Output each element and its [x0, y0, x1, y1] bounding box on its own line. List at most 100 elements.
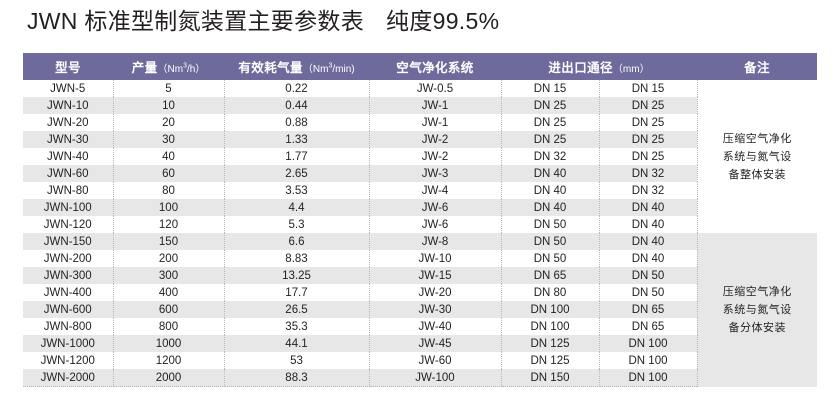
column-header-gas: 有效耗气量（Nm3/min) [224, 53, 369, 80]
cell-inlet-diameter: DN 65 [501, 267, 600, 284]
remark-line: 系统与氮气设 [722, 303, 792, 316]
cell-remark: 压缩空气净化 系统与氮气设 备整体安装 [696, 80, 817, 233]
cell-outlet-diameter: DN 32 [599, 165, 698, 182]
page-title-main: JWN 标准型制氮装置主要参数表 [27, 8, 365, 34]
cell-capacity: 20 [113, 114, 225, 131]
table-row: JWN-30 30 1.33 JW-2 DN 25 DN 25 [23, 131, 817, 148]
cell-air-system: JW-60 [369, 352, 502, 369]
cell-outlet-diameter: DN 25 [599, 131, 698, 148]
column-header-remark-label: 备注 [744, 61, 770, 75]
cell-model: JWN-300 [23, 267, 114, 284]
cell-air-system: JW-3 [369, 165, 502, 182]
cell-inlet-diameter: DN 50 [501, 233, 600, 250]
cell-inlet-diameter: DN 32 [501, 148, 600, 165]
cell-air-system: JW-6 [369, 199, 502, 216]
cell-outlet-diameter: DN 65 [599, 318, 698, 335]
cell-outlet-diameter: DN 40 [599, 216, 698, 233]
table-row: JWN-60 60 2.65 JW-3 DN 40 DN 32 [23, 165, 817, 182]
cell-outlet-diameter: DN 100 [599, 335, 698, 352]
column-header-ports-unit: （mm） [612, 64, 650, 75]
table-row: JWN-120 120 5.3 JW-6 DN 50 DN 40 [23, 216, 817, 233]
cell-outlet-diameter: DN 25 [599, 148, 698, 165]
cell-air-system: JW-10 [369, 250, 502, 267]
table-row: JWN-600 600 26.5 JW-30 DN 100 DN 65 [23, 301, 817, 318]
cell-model: JWN-200 [23, 250, 114, 267]
table-row: JWN-20 20 0.88 JW-1 DN 25 DN 25 [23, 114, 817, 131]
column-header-ports: 进出口通径（mm） [501, 53, 697, 80]
table-row: JWN-100 100 4.4 JW-6 DN 40 DN 40 [23, 199, 817, 216]
remark-line: 备整体安装 [728, 168, 786, 181]
cap-unit-sup: 3 [183, 62, 187, 70]
cell-inlet-diameter: DN 100 [501, 318, 600, 335]
cell-outlet-diameter: DN 32 [599, 182, 698, 199]
cell-inlet-diameter: DN 15 [501, 80, 600, 97]
cell-gas-consumption: 6.6 [224, 233, 370, 250]
column-header-remark: 备注 [697, 53, 817, 80]
cell-air-system: JW-30 [369, 301, 502, 318]
cell-model: JWN-120 [23, 216, 114, 233]
gas-unit-sup: 3 [328, 62, 333, 70]
cell-capacity: 40 [113, 148, 225, 165]
cell-inlet-diameter: DN 100 [501, 301, 600, 318]
cell-air-system: JW-40 [369, 318, 502, 335]
cell-capacity: 200 [113, 250, 225, 267]
remark-line: 压缩空气净化 [722, 132, 792, 145]
cell-capacity: 1000 [113, 335, 225, 352]
cell-air-system: JW-6 [369, 216, 502, 233]
cell-air-system: JW-4 [369, 182, 502, 199]
column-header-capacity-unit: （Nm3/h） [158, 62, 206, 75]
cell-outlet-diameter: DN 65 [599, 301, 698, 318]
cell-gas-consumption: 35.3 [224, 318, 370, 335]
table-row: JWN-1200 1200 53 JW-60 DN 125 DN 100 [23, 352, 817, 369]
cell-model: JWN-2000 [23, 369, 114, 387]
cell-capacity: 1200 [113, 352, 225, 369]
remark-line: 备分体安装 [728, 321, 786, 334]
remark-line: 系统与氮气设 [722, 150, 792, 163]
cell-capacity: 300 [113, 267, 225, 284]
page-title-purity: 纯度99.5% [386, 8, 500, 34]
cell-capacity: 100 [113, 199, 225, 216]
cell-gas-consumption: 26.5 [224, 301, 370, 318]
cell-capacity: 150 [113, 233, 225, 250]
cell-outlet-diameter: DN 100 [599, 369, 698, 387]
cell-capacity: 600 [113, 301, 225, 318]
cell-model: JWN-40 [23, 148, 114, 165]
cell-model: JWN-10 [23, 97, 114, 114]
cell-air-system: JW-2 [369, 131, 502, 148]
cell-air-system: JW-8 [369, 233, 502, 250]
cell-gas-consumption: 17.7 [224, 284, 370, 301]
cell-capacity: 30 [113, 131, 225, 148]
table-row: JWN-200 200 8.83 JW-10 DN 50 DN 40 [23, 250, 817, 267]
cell-remark: 压缩空气净化 系统与氮气设 备分体安装 [696, 233, 817, 387]
table-row: JWN-80 80 3.53 JW-4 DN 40 DN 32 [23, 182, 817, 199]
cell-inlet-diameter: DN 150 [501, 369, 600, 387]
cell-air-system: JW-15 [369, 267, 502, 284]
column-header-air-system-label: 空气净化系统 [396, 61, 474, 75]
remark-line: 压缩空气净化 [722, 285, 792, 298]
cell-model: JWN-100 [23, 199, 114, 216]
column-header-capacity: 产量（Nm3/h） [113, 53, 224, 80]
cell-model: JWN-600 [23, 301, 114, 318]
cell-gas-consumption: 53 [224, 352, 370, 369]
table-row: JWN-10 10 0.44 JW-1 DN 25 DN 25 [23, 97, 817, 114]
cell-model: JWN-30 [23, 131, 114, 148]
cell-outlet-diameter: DN 50 [599, 267, 698, 284]
cell-gas-consumption: 13.25 [224, 267, 370, 284]
cell-inlet-diameter: DN 25 [501, 114, 600, 131]
cell-inlet-diameter: DN 125 [501, 352, 600, 369]
table-row: JWN-5 5 0.22 JW-0.5 DN 15 DN 15 压缩空气净化 系统与氮气设 备整… [23, 80, 817, 233]
table-row: JWN-1000 1000 44.1 JW-45 DN 125 DN 100 [23, 335, 817, 352]
cell-gas-consumption: 4.4 [224, 199, 370, 216]
cell-outlet-diameter: DN 40 [599, 250, 698, 267]
column-header-air-system: 空气净化系统 [369, 53, 501, 80]
column-header-gas-unit: （Nm3/min) [303, 62, 355, 75]
cap-unit-post: /h） [186, 64, 206, 75]
cell-gas-consumption: 0.22 [224, 80, 370, 97]
cell-capacity: 80 [113, 182, 225, 199]
cell-inlet-diameter: DN 125 [501, 335, 600, 352]
cell-model: JWN-80 [23, 182, 114, 199]
cell-outlet-diameter: DN 15 [599, 80, 698, 97]
cell-inlet-diameter: DN 25 [501, 131, 600, 148]
cell-capacity: 2000 [113, 369, 225, 387]
gas-unit-post: /min) [332, 64, 355, 75]
